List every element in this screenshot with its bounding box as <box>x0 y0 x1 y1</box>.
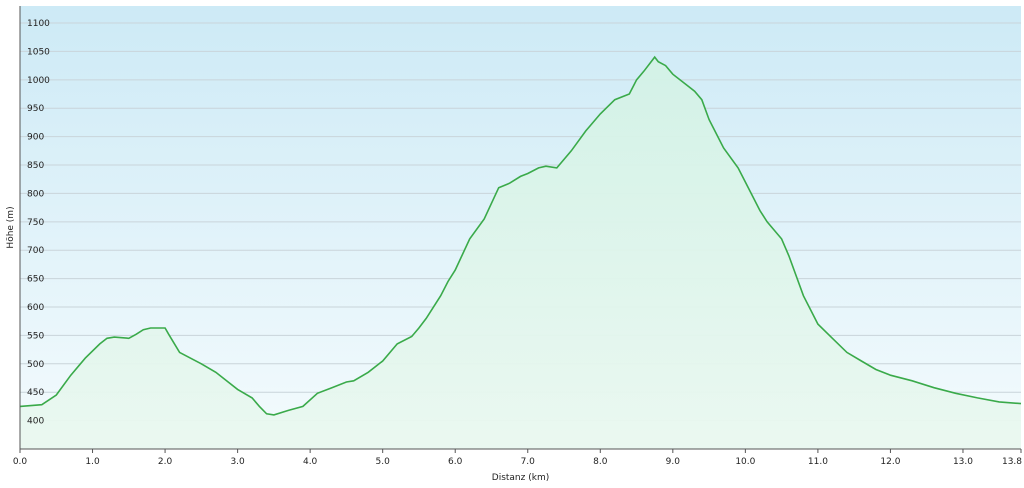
x-tick-label: 12.0 <box>880 457 900 467</box>
y-tick-label: 400 <box>27 417 44 427</box>
y-tick-label: 750 <box>27 218 44 228</box>
x-tick-label: 3.0 <box>230 457 245 467</box>
x-tick-label: 13.0 <box>953 457 973 467</box>
x-axis-ticks: 0.0 1.0 2.0 3.0 4.0 5.0 6.0 7.0 8.0 9.0 10.0 11.0 12… <box>13 449 1022 467</box>
y-tick-label: 900 <box>27 133 44 143</box>
x-tick-label: 11.0 <box>808 457 828 467</box>
y-tick-label: 800 <box>27 189 44 199</box>
x-tick-label: 0.0 <box>13 457 28 467</box>
x-tick-label: 8.0 <box>593 457 608 467</box>
x-tick-label: 2.0 <box>158 457 173 467</box>
y-tick-label: 450 <box>27 388 44 398</box>
x-tick-label: 4.0 <box>303 457 318 467</box>
elevation-area <box>20 57 1021 449</box>
x-tick-label: 9.0 <box>666 457 681 467</box>
y-tick-label: 1100 <box>27 19 50 29</box>
y-tick-label: 650 <box>27 275 44 285</box>
y-tick-label: 600 <box>27 303 44 313</box>
y-axis-title: Höhe (m) <box>6 206 16 248</box>
x-tick-label: 7.0 <box>521 457 536 467</box>
y-tick-label: 1000 <box>27 76 50 86</box>
x-tick-label: 13.8 <box>1002 457 1022 467</box>
axes <box>19 6 1021 450</box>
y-tick-label: 850 <box>27 161 44 171</box>
y-tick-label: 700 <box>27 246 44 256</box>
y-axis-ticks: 400 450 500 550 600 650 700 750 800 850 900 950 1000… <box>27 19 50 427</box>
y-tick-label: 950 <box>27 104 44 114</box>
x-tick-label: 5.0 <box>376 457 391 467</box>
elevation-line <box>19 55 1022 416</box>
y-tick-label: 550 <box>27 331 44 341</box>
x-tick-label: 1.0 <box>85 457 100 467</box>
x-tick-label: 6.0 <box>448 457 463 467</box>
x-tick-label: 10.0 <box>735 457 755 467</box>
y-tick-label: 500 <box>27 360 44 370</box>
y-tick-label: 1050 <box>27 47 50 57</box>
x-axis-title: Distanz (km) <box>492 473 549 483</box>
